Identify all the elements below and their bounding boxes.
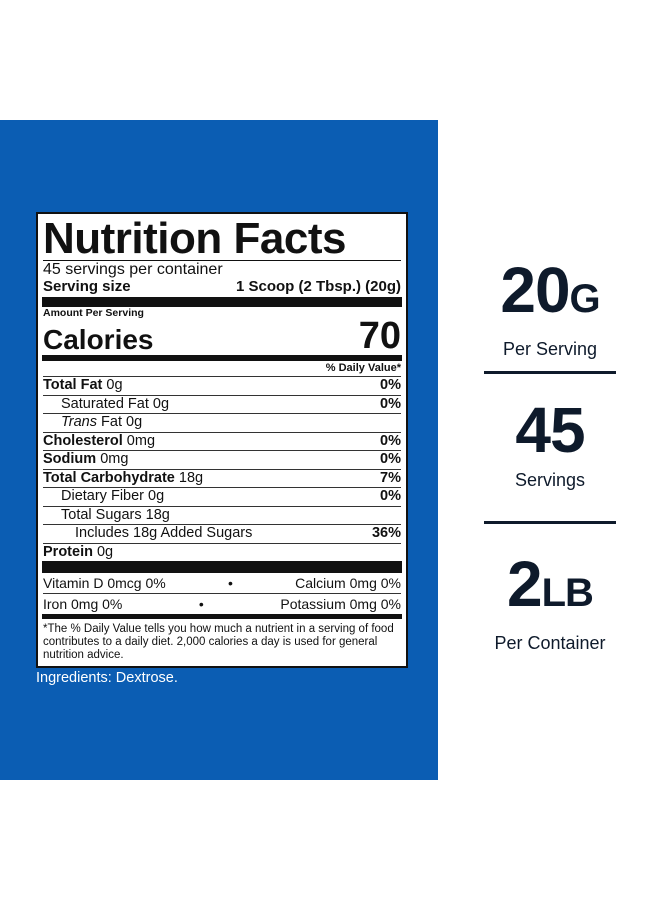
nutrient-dv: 0% xyxy=(380,451,401,467)
stat-label: Per Container xyxy=(494,633,606,653)
amount-per-serving: Amount Per Serving xyxy=(43,307,144,319)
stat-value: 2 xyxy=(507,548,543,620)
nutrient-row: Cholesterol 0mg 0% xyxy=(43,431,401,451)
nutrient-amount: 18g xyxy=(178,469,204,486)
stat-label: Servings xyxy=(514,470,586,490)
separator xyxy=(484,521,616,524)
vitamin-name: Vitamin D xyxy=(43,575,104,591)
nutrient-name: Sodium xyxy=(43,451,97,467)
nutrient-name: Dietary Fiber xyxy=(61,488,144,504)
thick-bar xyxy=(42,297,402,307)
nutrient-row: Sodium 0mg 0% xyxy=(43,450,401,469)
nutrient-row: Protein 0g xyxy=(43,542,401,562)
footnote: *The % Daily Value tells you how much a … xyxy=(43,623,394,661)
vitamin-dv: 0% xyxy=(102,596,123,612)
stat-value: 20 xyxy=(500,254,570,326)
nutrition-label: Nutrition Facts 45 servings per containe… xyxy=(36,212,408,668)
nutrient-row: Trans Fat 0g xyxy=(43,413,401,432)
thick-bar xyxy=(42,561,402,573)
nutrient-name-italic: Trans xyxy=(61,414,97,430)
vitamin-row: Iron 0mg 0% • Potassium 0mg 0% xyxy=(43,593,401,614)
nutrient-dv: 0% xyxy=(380,395,401,412)
vitamin-dv: 0% xyxy=(380,575,401,591)
nutrient-name: Cholesterol xyxy=(43,432,123,449)
nutrient-name: Total Fat xyxy=(43,377,103,393)
nutrient-dv: 7% xyxy=(380,469,401,486)
serving-size-label: Serving size xyxy=(43,278,131,295)
vitamin-dv: 0% xyxy=(380,596,401,612)
nutrient-name: Total Sugars xyxy=(61,506,142,523)
calories-row: Calories 70 xyxy=(43,315,401,357)
nutrient-dv: 0% xyxy=(380,377,401,393)
label-title: Nutrition Facts xyxy=(43,214,346,263)
nutrient-row: Includes 18g Added Sugars 36% xyxy=(43,524,401,543)
vitamin-name: Iron xyxy=(43,596,68,612)
nutrient-amount: 18g xyxy=(145,506,170,523)
nutrient-amount: 0g xyxy=(152,395,170,412)
calories-label: Calories xyxy=(43,324,154,355)
nutrient-name: Fat xyxy=(101,414,122,430)
stat: 20G Per Serving xyxy=(470,258,630,360)
stat-label: Per Serving xyxy=(502,339,598,359)
calories-value: 70 xyxy=(358,315,401,357)
serving-size-value: 1 Scoop (2 Tbsp.) (20g) xyxy=(235,278,401,295)
servings: 45 servings per container xyxy=(43,260,401,278)
daily-value-header: % Daily Value* xyxy=(325,362,401,374)
bullet: • xyxy=(198,596,204,612)
stat-unit: G xyxy=(569,277,601,321)
nutrient-amount: 0g xyxy=(106,377,123,393)
nutrient-row: Total Sugars 18g xyxy=(43,505,401,525)
nutrient-row: Dietary Fiber 0g 0% xyxy=(43,487,401,506)
nutrient-name: Total Carbohydrate xyxy=(43,469,175,486)
nutrient-row: Total Fat 0g 0% xyxy=(43,376,401,395)
vitamin-row: Vitamin D 0mcg 0% • Calcium 0mg 0% xyxy=(43,573,401,593)
nutrient-amount: 0g xyxy=(126,414,143,430)
nutrient-name: Includes 18g Added Sugars xyxy=(75,525,253,541)
medium-bar xyxy=(42,614,402,619)
nutrient-dv: 0% xyxy=(380,432,401,449)
bullet: • xyxy=(227,575,233,591)
serving-size: Serving size 1 Scoop (2 Tbsp.) (20g) xyxy=(43,278,401,295)
ingredients: Ingredients: Dextrose. xyxy=(36,670,178,686)
nutrient-name: Saturated Fat xyxy=(61,395,149,412)
vitamin-name: Potassium xyxy=(280,596,346,612)
vitamin-dv: 0% xyxy=(145,575,166,591)
vitamin-amount: 0mg xyxy=(349,575,377,591)
vitamin-name: Calcium xyxy=(295,575,346,591)
vitamin-amount: 0mg xyxy=(71,596,99,612)
nutrient-name: Protein xyxy=(43,543,93,560)
stat: 45 Servings xyxy=(470,398,630,491)
nutrient-dv: 36% xyxy=(371,525,401,541)
nutrient-amount: 0mg xyxy=(100,451,129,467)
stat-value: 45 xyxy=(515,394,585,466)
nutrient-row: Total Carbohydrate 18g 7% xyxy=(43,468,401,488)
vitamin-amount: 0mg xyxy=(349,596,377,612)
separator xyxy=(484,371,616,374)
nutrient-dv: 0% xyxy=(380,488,401,504)
nutrient-amount: 0mg xyxy=(126,432,156,449)
medium-bar xyxy=(42,355,402,361)
nutrient-amount: 0g xyxy=(96,543,114,560)
vitamin-amount: 0mcg xyxy=(107,575,142,591)
nutrient-row: Saturated Fat 0g 0% xyxy=(43,394,401,414)
nutrient-amount: 0g xyxy=(148,488,165,504)
stat: 2LB Per Container xyxy=(470,552,630,654)
stat-unit: LB xyxy=(541,571,594,615)
